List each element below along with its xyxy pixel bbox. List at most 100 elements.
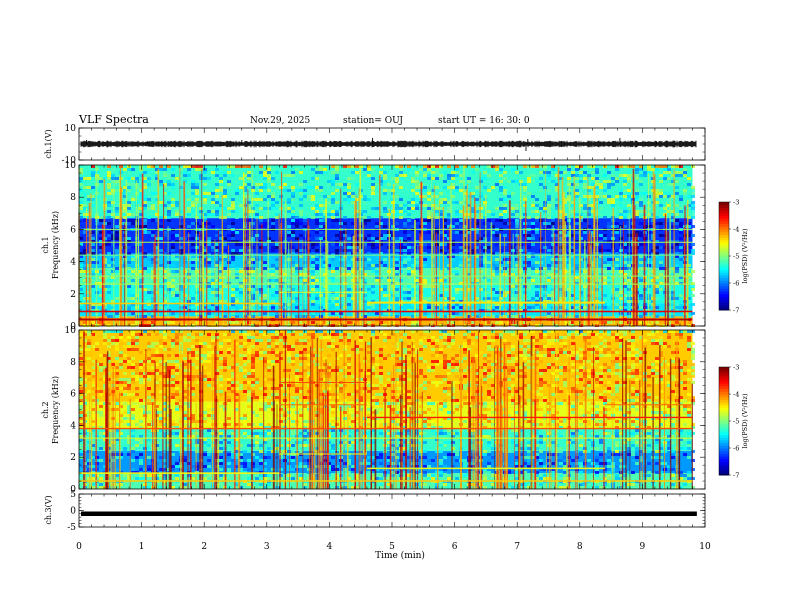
spectrogram-cell (315, 222, 319, 225)
spectrogram-cell (195, 273, 199, 276)
spectrogram-cell (411, 210, 415, 213)
spectrogram-cell (267, 174, 271, 177)
spectrogram-cell (271, 273, 275, 276)
spectrogram-cell (107, 210, 111, 213)
spectrogram-cell (475, 339, 479, 342)
spectrogram-cell (331, 198, 335, 201)
spectrogram-cell (663, 171, 667, 174)
spectrogram-cell (671, 219, 675, 222)
spectrogram-cell (159, 354, 163, 357)
spectrogram-cell (587, 207, 591, 210)
spectrogram-cell (151, 312, 155, 315)
spectrogram-cell (323, 333, 327, 336)
spectrogram-cell (607, 171, 611, 174)
spectrogram-cell (227, 207, 231, 210)
colorbar-segment (719, 202, 729, 206)
spectrogram-cell (639, 222, 643, 225)
spectrogram-cell (555, 300, 559, 303)
spectrogram-cell (427, 297, 431, 300)
spectrogram-cell (175, 201, 179, 204)
spectrogram-cell (251, 294, 255, 297)
spectrogram-cell (415, 351, 419, 354)
spectrogram-cell (659, 222, 663, 225)
spectrogram-cell (343, 243, 347, 246)
spectrogram-cell (219, 285, 223, 288)
spectrogram-cell (223, 285, 227, 288)
spectrogram-cell (315, 237, 319, 240)
spectrogram-cell (83, 330, 87, 333)
spectrogram-cell (571, 321, 575, 324)
spectrogram-cell (519, 333, 523, 336)
spectrogram-cell (575, 219, 579, 222)
spectrogram-cell (267, 240, 271, 243)
spectrogram-cell (491, 267, 495, 270)
spectrogram-cell (235, 231, 239, 234)
spectrogram-cell (279, 195, 283, 198)
spectrogram-cell (331, 297, 335, 300)
spectrogram-cell (155, 249, 159, 252)
spectrogram-cell (223, 291, 227, 294)
spectrogram-cell (599, 183, 603, 186)
spectrogram-cell (223, 195, 227, 198)
spectrogram-cell (299, 192, 303, 195)
spectrogram-cell (475, 219, 479, 222)
spectrogram-cell (315, 168, 319, 171)
spectrogram-cell (379, 177, 383, 180)
spectrogram-cell (163, 180, 167, 183)
spectrogram-cell (687, 345, 691, 348)
spectrogram-cell (647, 165, 651, 168)
spectrogram-cell (263, 264, 267, 267)
spectrogram-cell (119, 351, 123, 354)
spectrogram-cell (615, 294, 619, 297)
spectrogram-cell (575, 351, 579, 354)
spectrogram-cell (411, 177, 415, 180)
spectrogram-cell (455, 243, 459, 246)
spectrogram-cell (619, 204, 623, 207)
spectrogram-cell (171, 198, 175, 201)
spectrogram-cell (379, 312, 383, 315)
spectrogram-cell (199, 285, 203, 288)
spectrogram-cell (115, 297, 119, 300)
spectrogram-cell (671, 273, 675, 276)
spectrogram-cell (611, 201, 615, 204)
spectrogram-cell (195, 222, 199, 225)
spectrogram-cell (643, 192, 647, 195)
spectrogram-cell (431, 189, 435, 192)
spectrogram-cell (655, 222, 659, 225)
spectrogram-cell (159, 297, 163, 300)
spectrogram-cell (403, 288, 407, 291)
spectrogram-cell (163, 348, 167, 351)
spectrogram-cell (635, 348, 639, 351)
spectrogram-cell (423, 183, 427, 186)
spectrogram-cell (163, 270, 167, 273)
spectrogram-cell (163, 204, 167, 207)
spectrogram-cell (495, 243, 499, 246)
spectrogram-cell (263, 297, 267, 300)
spectrogram-cell (531, 306, 535, 309)
spectrogram-cell (323, 252, 327, 255)
spectrogram-cell (127, 282, 131, 285)
spectrogram-cell (271, 249, 275, 252)
spectrogram-cell (403, 264, 407, 267)
spectrogram-cell (303, 339, 307, 342)
spectrogram-cell (187, 207, 191, 210)
spectrogram-cell (383, 267, 387, 270)
spectrogram-cell (215, 300, 219, 303)
spectrogram-cell (335, 243, 339, 246)
spectrogram-cell (411, 273, 415, 276)
spectrogram-cell (463, 213, 467, 216)
spectrogram-cell (83, 294, 87, 297)
spectrogram-cell (535, 291, 539, 294)
spectrogram-cell (547, 315, 551, 318)
spectrogram-cell (267, 189, 271, 192)
spectrogram-cell (659, 312, 663, 315)
spectrogram-cell (107, 252, 111, 255)
colorbar-segment (719, 283, 729, 287)
spectrogram-cell (427, 198, 431, 201)
spectrogram-cell (115, 198, 119, 201)
spectrogram-cell (83, 213, 87, 216)
spectrogram-cell (267, 171, 271, 174)
spectrogram-cell (291, 168, 295, 171)
spectrogram-cell (547, 330, 551, 333)
spectrogram-cell (299, 273, 303, 276)
